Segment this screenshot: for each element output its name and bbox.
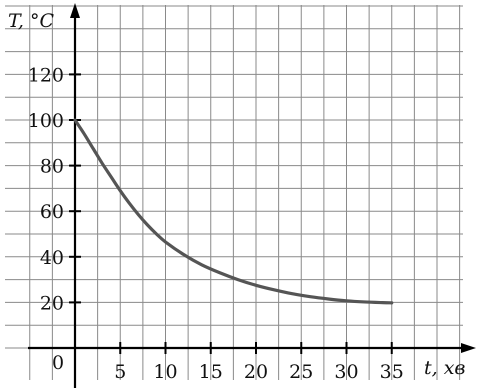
y-axis-arrow — [70, 3, 80, 18]
y-tick-label: 40 — [40, 247, 64, 269]
x-tick-label: 20 — [244, 361, 268, 383]
x-axis-arrow — [461, 343, 476, 353]
temperature-curve — [73, 118, 394, 305]
origin-label: 0 — [52, 352, 64, 374]
axes — [28, 3, 476, 388]
x-tick-label: 35 — [380, 361, 404, 383]
x-tick-label: 10 — [153, 361, 177, 383]
y-tick-label: 80 — [40, 156, 64, 178]
curve-layer — [73, 118, 394, 305]
grid — [5, 5, 463, 380]
x-axis-title: t, хв — [424, 357, 466, 379]
y-axis-title: T, °C — [8, 10, 54, 32]
y-tick-label: 60 — [40, 201, 64, 223]
y-tick-label: 20 — [40, 292, 64, 314]
x-tick-label: 5 — [114, 361, 126, 383]
y-tick-label: 100 — [28, 110, 64, 132]
x-tick-label: 25 — [289, 361, 313, 383]
x-tick-label: 30 — [334, 361, 358, 383]
x-tick-label: 15 — [199, 361, 223, 383]
y-tick-label: 120 — [28, 64, 64, 86]
labels: T, °C t, хв 0 5 10 15 20 25 30 35 20 40 60 80 100 12… — [8, 10, 466, 383]
